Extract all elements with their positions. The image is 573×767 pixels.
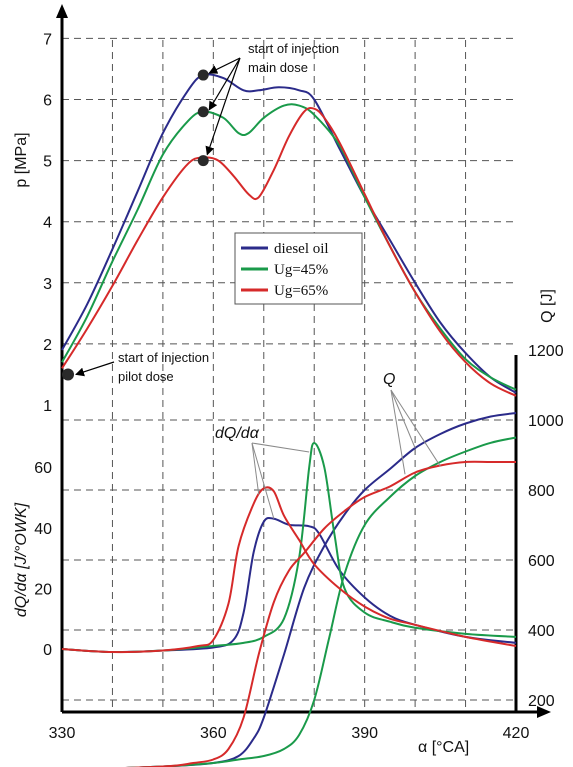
legend: diesel oil Ug=45% Ug=65% [234, 232, 363, 305]
q-leader-line [390, 389, 406, 475]
q-curve-label: Q [383, 371, 395, 388]
y-tick-label-pressure: 5 [43, 154, 52, 171]
y-tick-label-heat-release-rate: 60 [34, 460, 52, 477]
y-tick-label-heat: 1200 [528, 343, 564, 360]
dq-curve-label: dQ/dα [215, 425, 260, 442]
bottom-axis-arrow [537, 706, 551, 718]
y-tick-label-pressure: 3 [43, 276, 52, 293]
legend-label: Ug=45% [274, 262, 328, 278]
y-axis-title-pressure: p [MPa] [13, 132, 30, 187]
y-axis-title-heat-release-rate: dQ/dα [J/°OWK] [13, 502, 30, 617]
dq-leader-line [251, 442, 310, 453]
y-tick-label-pressure: 4 [43, 215, 52, 232]
main-dose-arrow [205, 57, 241, 156]
y-tick-label-heat: 400 [528, 623, 555, 640]
y-axis-title-heat: Q [J] [539, 289, 556, 323]
main-dose-marker [197, 155, 209, 167]
y-tick-label-heat-release-rate: 0 [43, 642, 52, 659]
x-tick-label: 420 [503, 725, 530, 742]
y-tick-label-heat-release-rate: 20 [34, 581, 52, 598]
pressure-line-ug-65 [61, 106, 517, 397]
main-dose-arrow [208, 57, 241, 111]
legend-label: Ug=65% [274, 283, 328, 299]
main-dose-label-line2: main dose [248, 60, 308, 75]
y-tick-label-heat: 200 [528, 693, 555, 710]
left-axis-arrow [56, 4, 68, 18]
heat-release-rate-line-ug-65 [61, 486, 517, 654]
grid [62, 37, 516, 712]
y-tick-label-pressure: 6 [43, 93, 52, 110]
x-axis-title: α [°CA] [418, 739, 469, 756]
x-tick-label: 360 [200, 725, 227, 742]
y-tick-label-heat: 600 [528, 553, 555, 570]
pressure-line-diesel-oil [61, 73, 517, 394]
heat-line-ug-45 [123, 436, 517, 767]
x-tick-label: 390 [351, 725, 378, 742]
y-tick-label-heat-release-rate: 40 [34, 521, 52, 538]
pilot-dose-marker [62, 368, 74, 381]
main-dose-marker [197, 69, 209, 81]
dq-leader-line [251, 442, 275, 519]
y-tick-label-heat: 1000 [528, 413, 564, 430]
legend-label: diesel oil [274, 241, 329, 257]
heat-line-diesel-oil [123, 412, 517, 767]
y-tick-label-heat: 800 [528, 483, 555, 500]
pilot-dose-label-line1: start of injection [118, 350, 209, 365]
q-leader-line [390, 389, 441, 467]
heat-release-rate-line-ug-45 [61, 441, 517, 654]
annotations: start of injection main dose start of in… [62, 41, 441, 519]
q-leader-line [390, 389, 416, 449]
dq-leader-line [251, 442, 260, 495]
axis-titles: α [°CA] p [MPa] dQ/dα [J/°OWK] Q [J] [13, 132, 556, 756]
tick-labels: 330 360 390 420 1 2 3 4 5 6 7 0 20 40 60 200 400 600 800 10… [34, 31, 563, 742]
main-dose-marker [197, 106, 209, 118]
y-tick-label-pressure: 1 [43, 398, 52, 415]
main-dose-arrow [208, 57, 241, 74]
y-tick-label-pressure: 2 [43, 337, 52, 354]
x-tick-label: 330 [49, 725, 76, 742]
series-lines [61, 73, 517, 767]
pilot-dose-arrow [75, 361, 115, 377]
main-dose-label-line1: start of injection [248, 41, 339, 56]
pilot-dose-label-line2: pilot dose [118, 369, 174, 384]
y-tick-label-pressure: 7 [43, 31, 52, 48]
heat-release-rate-line-diesel-oil [61, 516, 517, 654]
heat-line-ug-65 [125, 460, 516, 767]
